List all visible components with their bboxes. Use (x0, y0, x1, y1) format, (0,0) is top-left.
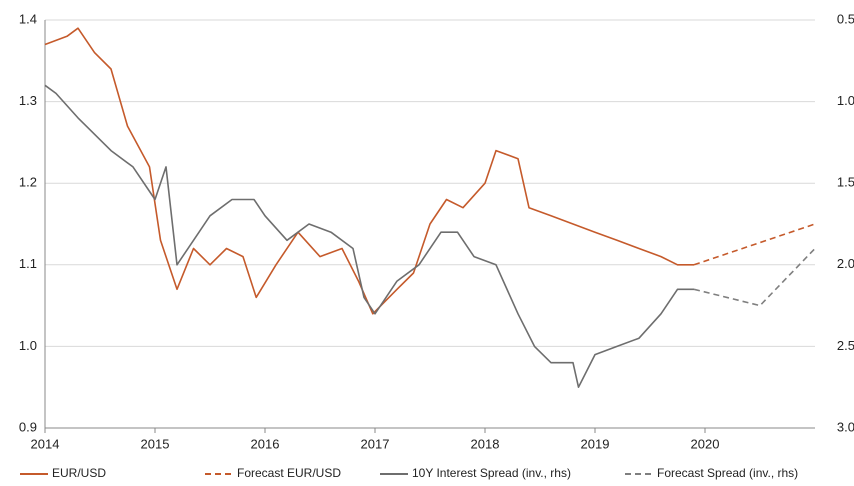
legend-label: Forecast EUR/USD (237, 466, 341, 480)
legend-label: EUR/USD (52, 466, 106, 480)
x-tick-label: 2014 (31, 436, 60, 451)
series-line (693, 223, 816, 266)
series-line (44, 27, 694, 315)
y2-tick-label: 1.0 (837, 93, 854, 108)
y2-tick-label: 0.5 (837, 11, 854, 26)
y-tick-label: 1.2 (19, 175, 37, 190)
x-tick-label: 2020 (691, 436, 720, 451)
legend-label: Forecast Spread (inv., rhs) (657, 466, 798, 480)
series-line (693, 247, 816, 307)
y2-tick-label: 2.0 (837, 256, 854, 271)
y-tick-label: 1.0 (19, 338, 37, 353)
x-tick-label: 2015 (141, 436, 170, 451)
series-line (44, 84, 694, 388)
x-tick-label: 2018 (471, 436, 500, 451)
y2-tick-label: 2.5 (837, 338, 854, 353)
x-tick-label: 2019 (581, 436, 610, 451)
legend-label: 10Y Interest Spread (inv., rhs) (412, 466, 571, 480)
y-tick-label: 0.9 (19, 419, 37, 434)
x-tick-label: 2017 (361, 436, 390, 451)
y-tick-label: 1.4 (19, 11, 37, 26)
y2-tick-label: 1.5 (837, 175, 854, 190)
x-tick-label: 2016 (251, 436, 280, 451)
y2-tick-label: 3.0 (837, 419, 854, 434)
y-tick-label: 1.3 (19, 93, 37, 108)
y-tick-label: 1.1 (19, 256, 37, 271)
